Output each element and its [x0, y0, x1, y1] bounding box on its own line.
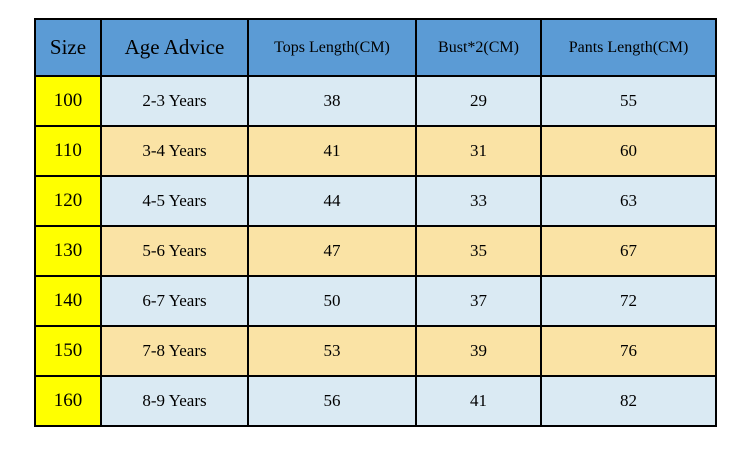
cell-pants: 76	[540, 325, 717, 377]
cell-size: 150	[34, 325, 102, 377]
cell-age: 4-5 Years	[100, 175, 249, 227]
table-row-130: 130 5-6 Years 47 35 67	[34, 225, 717, 277]
cell-size: 100	[34, 75, 102, 127]
cell-age: 5-6 Years	[100, 225, 249, 277]
cell-pants: 67	[540, 225, 717, 277]
cell-bust: 33	[415, 175, 542, 227]
cell-bust: 37	[415, 275, 542, 327]
cell-pants: 63	[540, 175, 717, 227]
cell-tops: 44	[247, 175, 417, 227]
cell-pants: 82	[540, 375, 717, 427]
cell-size: 110	[34, 125, 102, 177]
cell-age: 2-3 Years	[100, 75, 249, 127]
table-row-150: 150 7-8 Years 53 39 76	[34, 325, 717, 377]
cell-bust: 39	[415, 325, 542, 377]
header-size: Size	[34, 18, 102, 77]
table-row-160: 160 8-9 Years 56 41 82	[34, 375, 717, 427]
cell-size: 130	[34, 225, 102, 277]
header-pants-length: Pants Length(CM)	[540, 18, 717, 77]
size-chart-table: Size Age Advice Tops Length(CM) Bust*2(C…	[34, 18, 717, 427]
cell-tops: 38	[247, 75, 417, 127]
table-row-110: 110 3-4 Years 41 31 60	[34, 125, 717, 177]
cell-age: 6-7 Years	[100, 275, 249, 327]
table-row-140: 140 6-7 Years 50 37 72	[34, 275, 717, 327]
cell-tops: 56	[247, 375, 417, 427]
cell-tops: 47	[247, 225, 417, 277]
cell-size: 160	[34, 375, 102, 427]
header-bust: Bust*2(CM)	[415, 18, 542, 77]
cell-bust: 41	[415, 375, 542, 427]
header-age-advice: Age Advice	[100, 18, 249, 77]
cell-bust: 35	[415, 225, 542, 277]
cell-pants: 72	[540, 275, 717, 327]
cell-pants: 55	[540, 75, 717, 127]
cell-bust: 29	[415, 75, 542, 127]
cell-tops: 41	[247, 125, 417, 177]
header-row: Size Age Advice Tops Length(CM) Bust*2(C…	[34, 18, 717, 77]
table-row-100: 100 2-3 Years 38 29 55	[34, 75, 717, 127]
cell-bust: 31	[415, 125, 542, 177]
table-row-120: 120 4-5 Years 44 33 63	[34, 175, 717, 227]
cell-age: 8-9 Years	[100, 375, 249, 427]
cell-pants: 60	[540, 125, 717, 177]
cell-size: 120	[34, 175, 102, 227]
cell-age: 7-8 Years	[100, 325, 249, 377]
size-chart: Size Age Advice Tops Length(CM) Bust*2(C…	[34, 18, 717, 427]
cell-size: 140	[34, 275, 102, 327]
cell-age: 3-4 Years	[100, 125, 249, 177]
cell-tops: 53	[247, 325, 417, 377]
cell-tops: 50	[247, 275, 417, 327]
header-tops-length: Tops Length(CM)	[247, 18, 417, 77]
